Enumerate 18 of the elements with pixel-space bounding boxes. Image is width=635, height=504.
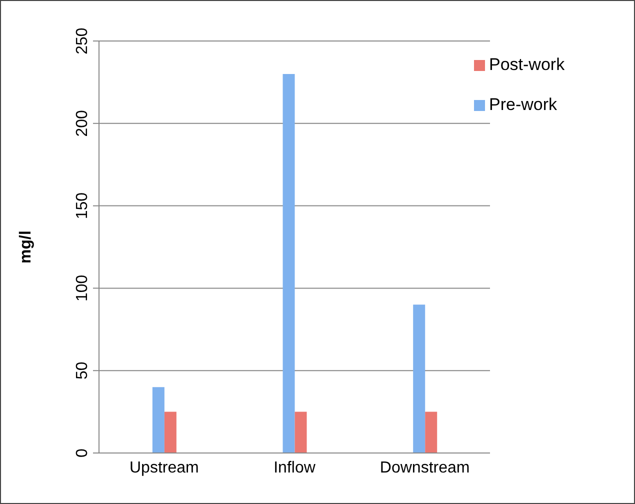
y-tick-label: 0 — [74, 448, 91, 458]
x-tick-label: Inflow — [274, 459, 316, 476]
y-tick-label: 250 — [74, 28, 91, 54]
y-tick-label: 50 — [74, 362, 91, 380]
bar — [152, 387, 164, 453]
y-tick-label: 200 — [74, 110, 91, 137]
bar — [164, 412, 176, 453]
bar — [413, 304, 426, 453]
bar — [282, 74, 295, 453]
bar — [425, 412, 438, 453]
legend-label: Post-work — [489, 55, 565, 74]
legend-label: Pre-work — [489, 95, 558, 114]
y-tick-label: 150 — [74, 192, 91, 220]
y-axis-title: mg/l — [18, 230, 35, 264]
x-tick-label: Downstream — [380, 459, 470, 476]
y-tick-label: 100 — [74, 274, 91, 302]
bar — [294, 412, 307, 453]
x-tick-label: Upstream — [129, 459, 199, 476]
